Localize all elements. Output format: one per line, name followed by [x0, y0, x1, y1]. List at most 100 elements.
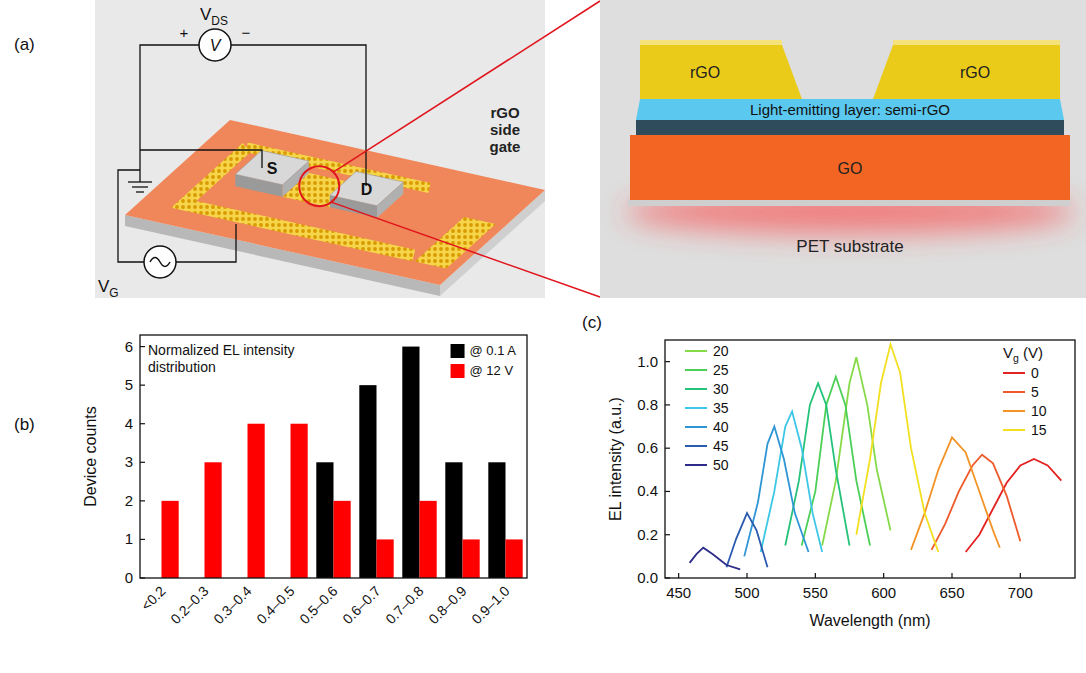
annotation-line: Normalized EL intensity	[148, 342, 295, 358]
spectrum	[744, 427, 808, 557]
y-tick	[140, 346, 145, 347]
x-tick	[815, 573, 816, 578]
electrode-label: rGO	[960, 64, 990, 81]
plus-sign: +	[180, 24, 189, 41]
bar	[506, 539, 523, 578]
x-tick	[883, 573, 884, 578]
y-tick	[665, 577, 670, 578]
legend-swatch	[1003, 410, 1025, 412]
legend-swatch	[685, 369, 707, 371]
panel-label: (c)	[582, 313, 602, 332]
minus-sign: −	[242, 24, 251, 41]
side-gate-pad	[415, 217, 496, 269]
label-main: V	[98, 277, 110, 296]
emitting-layer	[636, 99, 1064, 120]
emitting-label: Light-emitting layer: semi-rGO	[750, 101, 950, 118]
legend-label: 0	[1031, 365, 1039, 381]
label-line: rGO	[490, 104, 520, 121]
y-tick	[140, 462, 145, 463]
go-label: GO	[838, 160, 863, 177]
spectrum	[856, 344, 938, 552]
spectrum	[727, 513, 768, 567]
sub-label: Vg (V)	[1003, 344, 1043, 364]
legend-swatch	[685, 407, 707, 409]
wire	[136, 191, 144, 192]
y-tick	[140, 423, 145, 424]
panel-label: (b)	[14, 415, 35, 434]
dark-layer	[636, 120, 1064, 135]
x-tick-label: 500	[734, 584, 759, 601]
legend-label: 45	[713, 438, 729, 454]
x-tick-label: 0.6–0.7	[339, 583, 383, 627]
y-tick	[140, 539, 145, 540]
electrode	[640, 45, 802, 99]
plot-frame	[140, 335, 527, 578]
y-tick	[665, 534, 670, 535]
legend-swatch	[685, 464, 707, 466]
label-sub: G	[109, 286, 118, 300]
x-tick-label: 0.7–0.8	[382, 583, 426, 627]
legend-label: 20	[713, 343, 729, 359]
legend: Vg (V)20253035404550051015	[685, 343, 1047, 473]
wire	[176, 224, 236, 262]
ac-source	[144, 246, 176, 278]
label-rest: (V)	[1019, 344, 1043, 361]
x-tick	[746, 573, 747, 578]
spectrum	[690, 548, 741, 570]
y-tick	[140, 500, 145, 501]
x-axis-title: Wavelength (nm)	[809, 612, 930, 629]
voltmeter	[199, 29, 231, 61]
x-tick-label: <0.2	[138, 583, 169, 614]
electrode-top	[640, 40, 782, 45]
label-main: V	[1003, 344, 1013, 361]
bar	[291, 424, 308, 578]
side-gate-strip	[184, 147, 414, 255]
y-tick	[665, 361, 670, 362]
bar	[463, 539, 480, 578]
y-tick-label: 4	[125, 415, 133, 432]
y-axis-title: EL intensity (a.u.)	[607, 397, 624, 521]
legend-swatch	[685, 350, 707, 352]
x-tick-label: 450	[666, 584, 691, 601]
y-tick	[665, 404, 670, 405]
legend-swatch	[451, 364, 465, 378]
label-main: V	[200, 5, 212, 24]
spectrum	[785, 383, 849, 545]
legend-swatch	[1003, 429, 1025, 431]
wire	[128, 181, 152, 182]
legend-swatch	[685, 445, 707, 447]
y-tick-label: 0	[125, 569, 133, 586]
x-tick-label: 0.4–0.5	[253, 583, 297, 627]
plot-frame	[665, 340, 1075, 578]
x-tick	[951, 573, 952, 578]
side-gate-label: rGOsidegate	[490, 104, 521, 155]
pet-top	[628, 200, 1070, 206]
wire	[132, 186, 148, 187]
y-tick-label: 2	[125, 492, 133, 509]
y-tick-label: 5	[125, 376, 133, 393]
y-tick-label: 0.4	[637, 482, 658, 499]
legend-label: 40	[713, 419, 729, 435]
bar	[377, 539, 394, 578]
y-tick	[140, 385, 145, 386]
bar	[334, 501, 351, 578]
bar	[162, 501, 179, 578]
y-tick-label: 0.8	[637, 396, 658, 413]
y-tick-label: 0.6	[637, 439, 658, 456]
bar	[402, 347, 419, 578]
electrode-label: rGO	[690, 64, 720, 81]
figure: (a)SDV+−VDSVGrGOsidegatePET substrateGOL…	[0, 0, 1086, 673]
zoom-background	[600, 0, 1086, 298]
zoom-line	[333, 1, 600, 172]
electrode-top	[893, 40, 1060, 45]
bar	[359, 385, 376, 578]
pad-top	[235, 151, 308, 185]
x-tick-label: 0.2–0.3	[167, 583, 211, 627]
sub-label: VDS	[200, 5, 228, 28]
legend-label: 30	[713, 381, 729, 397]
bar	[205, 462, 222, 578]
sub-label: VG	[98, 277, 119, 300]
spectrum	[932, 455, 1021, 550]
legend-label: 35	[713, 400, 729, 416]
panel-label: (a)	[14, 35, 35, 54]
